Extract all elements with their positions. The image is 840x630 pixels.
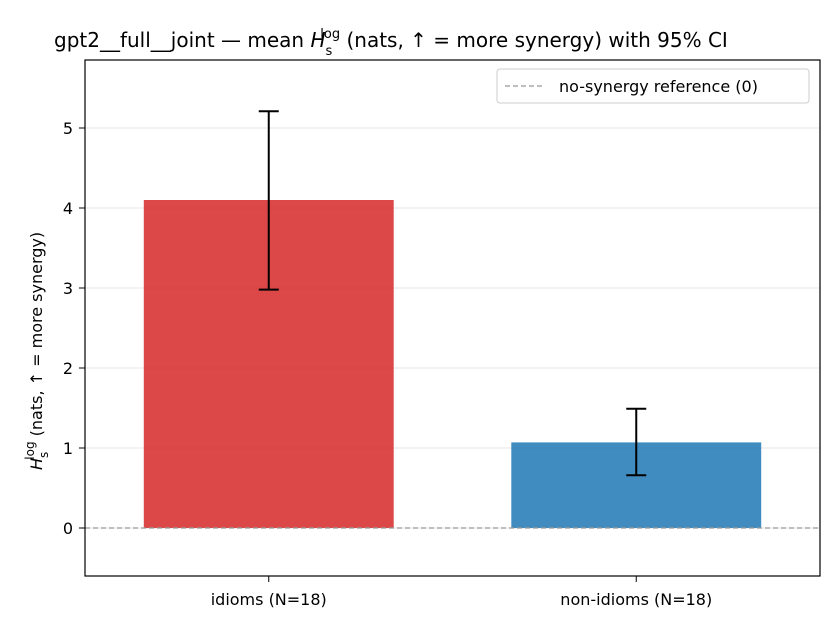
y-tick-label: 5 bbox=[63, 119, 73, 138]
legend-label: no-synergy reference (0) bbox=[559, 77, 758, 96]
x-tick-label: non-idioms (N=18) bbox=[560, 590, 712, 609]
chart-title: gpt2__full__joint — mean Hslog (nats, ↑ … bbox=[54, 27, 728, 59]
plot-frame bbox=[84, 59, 821, 577]
y-axis-label: Hslog (nats, ↑ = more synergy) bbox=[23, 232, 51, 470]
error-bars bbox=[258, 110, 647, 477]
x-ticks: idioms (N=18) non-idioms (N=18) bbox=[211, 576, 712, 609]
y-tick-label: 2 bbox=[63, 359, 73, 378]
y-tick-label: 4 bbox=[63, 199, 73, 218]
legend-box bbox=[496, 68, 810, 104]
legend: no-synergy reference (0) bbox=[496, 68, 810, 104]
y-tick-label: 1 bbox=[63, 439, 73, 458]
bars bbox=[143, 200, 762, 528]
y-tick-label: 0 bbox=[63, 519, 73, 538]
y-ticks: 0 1 2 3 4 5 bbox=[63, 119, 85, 538]
x-tick-label: idioms (N=18) bbox=[211, 590, 327, 609]
y-tick-label: 3 bbox=[63, 279, 73, 298]
